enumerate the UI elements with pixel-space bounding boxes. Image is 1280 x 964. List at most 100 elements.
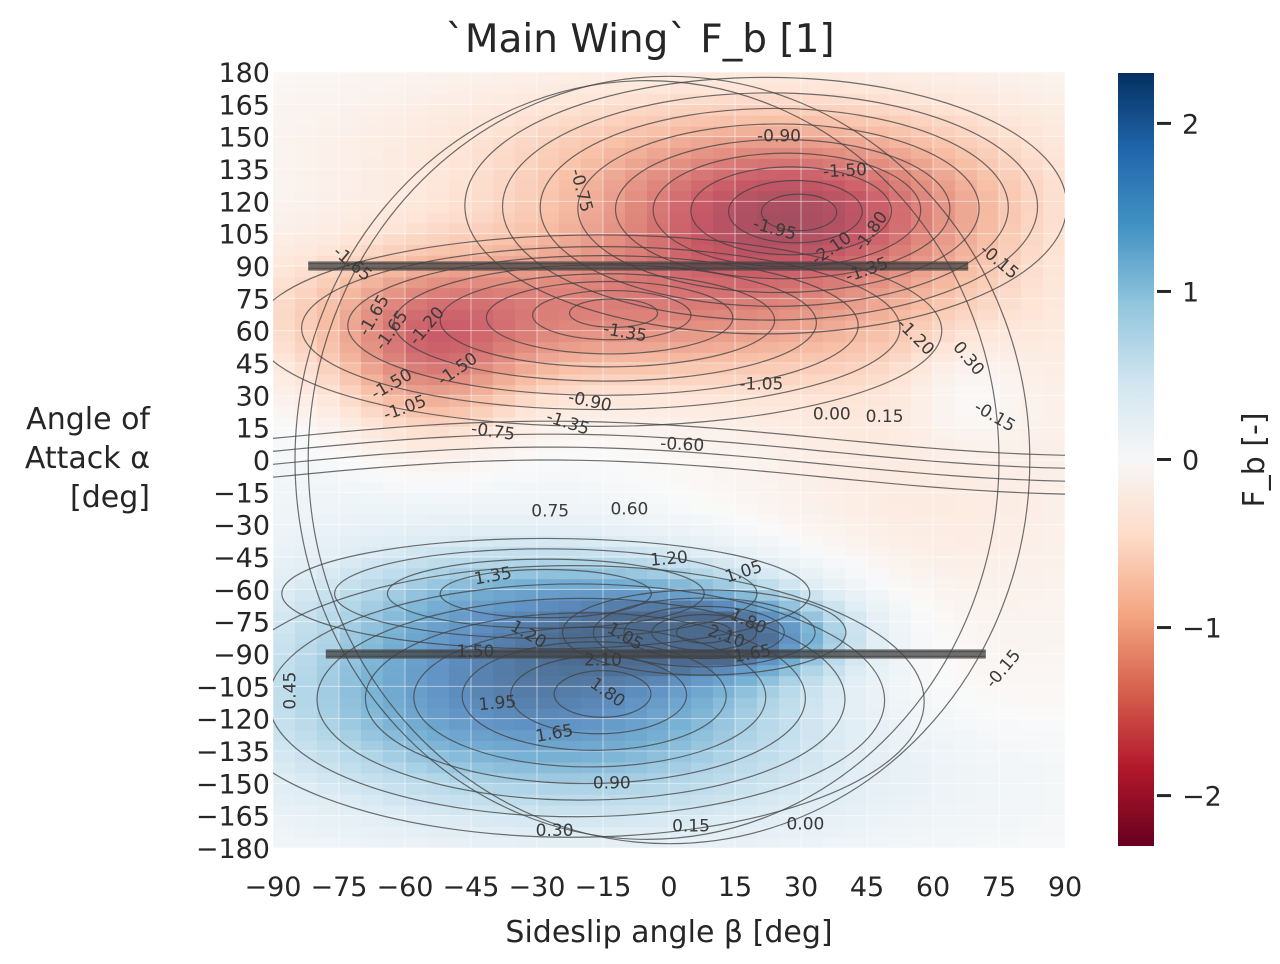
- heatmap-cell: [603, 222, 626, 235]
- heatmap-cell: [647, 179, 670, 192]
- heatmap-cell: [295, 460, 318, 472]
- heatmap-cell: [1021, 524, 1044, 537]
- heatmap-cell: [779, 675, 802, 687]
- heatmap-cell: [515, 406, 538, 418]
- heatmap-cell: [493, 82, 516, 95]
- heatmap-cell: [537, 115, 560, 127]
- heatmap-cell: [669, 82, 692, 95]
- heatmap-cell: [273, 255, 296, 267]
- heatmap-cell: [295, 93, 318, 105]
- heatmap-cell: [845, 707, 868, 720]
- heatmap-cell: [669, 222, 692, 235]
- heatmap-cell: [713, 395, 736, 407]
- grid-lines: [273, 72, 1065, 848]
- heatmap-cell: [999, 557, 1022, 569]
- heatmap-cell: [559, 222, 582, 235]
- heatmap-cell: [867, 600, 890, 612]
- heatmap-cell: [581, 406, 604, 418]
- heatmap-cell: [801, 600, 824, 612]
- heatmap-cell: [361, 190, 384, 202]
- heatmap-cell: [603, 319, 626, 332]
- heatmap-cell: [713, 578, 736, 590]
- heatmap-cell: [625, 125, 648, 138]
- heatmap-cell: [339, 287, 362, 299]
- heatmap-cell: [559, 675, 582, 687]
- heatmap-cell: [383, 815, 406, 828]
- heatmap-cell: [1021, 158, 1044, 170]
- contour-label: -1.05: [739, 375, 783, 395]
- heatmap-cell: [823, 72, 846, 84]
- heatmap-cell: [911, 212, 934, 224]
- heatmap-cell: [427, 233, 450, 246]
- heatmap-cell: [735, 524, 758, 537]
- heatmap-cell: [713, 751, 736, 763]
- heatmap-cell: [1021, 804, 1044, 817]
- heatmap-cell: [801, 503, 824, 515]
- heatmap-cell: [559, 298, 582, 310]
- heatmap-cell: [933, 373, 956, 386]
- heatmap-cell: [515, 416, 538, 429]
- heatmap-cell: [801, 729, 824, 741]
- heatmap-cell: [999, 718, 1022, 731]
- heatmap-cell: [845, 804, 868, 817]
- heatmap-cell: [757, 503, 780, 515]
- heatmap-cell: [581, 643, 604, 655]
- heatmap-cell: [647, 266, 670, 278]
- heatmap-cell: [955, 524, 978, 537]
- heatmap-cell: [405, 621, 428, 634]
- heatmap-cell: [493, 352, 516, 364]
- heatmap-cell: [999, 761, 1022, 774]
- heatmap-cell: [493, 460, 516, 472]
- heatmap-cell: [757, 125, 780, 138]
- heatmap-cell: [955, 179, 978, 192]
- heatmap-cell: [955, 212, 978, 224]
- heatmap-cell: [1021, 352, 1044, 364]
- heatmap-cell: [1043, 751, 1065, 763]
- contour-line: [307, 75, 1031, 845]
- heatmap-cell: [273, 309, 296, 321]
- heatmap-cell: [933, 125, 956, 138]
- heatmap-cell: [1043, 578, 1065, 590]
- heatmap-cell: [933, 93, 956, 105]
- heatmap-cell: [1043, 115, 1065, 127]
- heatmap-cell: [911, 794, 934, 806]
- heatmap-cell: [515, 697, 538, 709]
- heatmap-cell: [669, 233, 692, 246]
- heatmap-cell: [757, 104, 780, 116]
- heatmap-cell: [1021, 610, 1044, 623]
- heatmap-cell: [713, 201, 736, 213]
- heatmap-cell: [405, 266, 428, 278]
- heatmap-cell: [977, 179, 1000, 192]
- heatmap-cell: [757, 352, 780, 364]
- heatmap-cell: [361, 557, 384, 569]
- heatmap-cell: [383, 610, 406, 623]
- heatmap-cell: [801, 524, 824, 537]
- heatmap-cell: [493, 804, 516, 817]
- heatmap-cell: [757, 815, 780, 828]
- heatmap-cell: [493, 654, 516, 666]
- heatmap-cell: [999, 513, 1022, 526]
- heatmap-cell: [1043, 179, 1065, 192]
- heatmap-cell: [361, 373, 384, 386]
- heatmap-cell: [867, 104, 890, 116]
- heatmap-cell: [1021, 438, 1044, 450]
- heatmap-cell: [955, 136, 978, 149]
- heatmap-cell: [889, 794, 912, 806]
- heatmap-cell: [779, 158, 802, 170]
- heatmap-cell: [603, 276, 626, 289]
- heatmap-cell: [361, 416, 384, 429]
- heatmap-cell: [581, 158, 604, 170]
- heatmap-cell: [713, 470, 736, 483]
- contour-line: [273, 234, 943, 427]
- heatmap-cell: [317, 729, 340, 741]
- heatmap-cell: [603, 309, 626, 321]
- heatmap-cell: [977, 158, 1000, 170]
- heatmap-cell: [845, 643, 868, 655]
- contour-line: [281, 537, 811, 650]
- heatmap-cell: [735, 363, 758, 375]
- heatmap-cell: [339, 729, 362, 741]
- heatmap-cell: [625, 578, 648, 590]
- heatmap-cell: [273, 481, 296, 493]
- heatmap-cell: [625, 470, 648, 483]
- heatmap-cell: [845, 363, 868, 375]
